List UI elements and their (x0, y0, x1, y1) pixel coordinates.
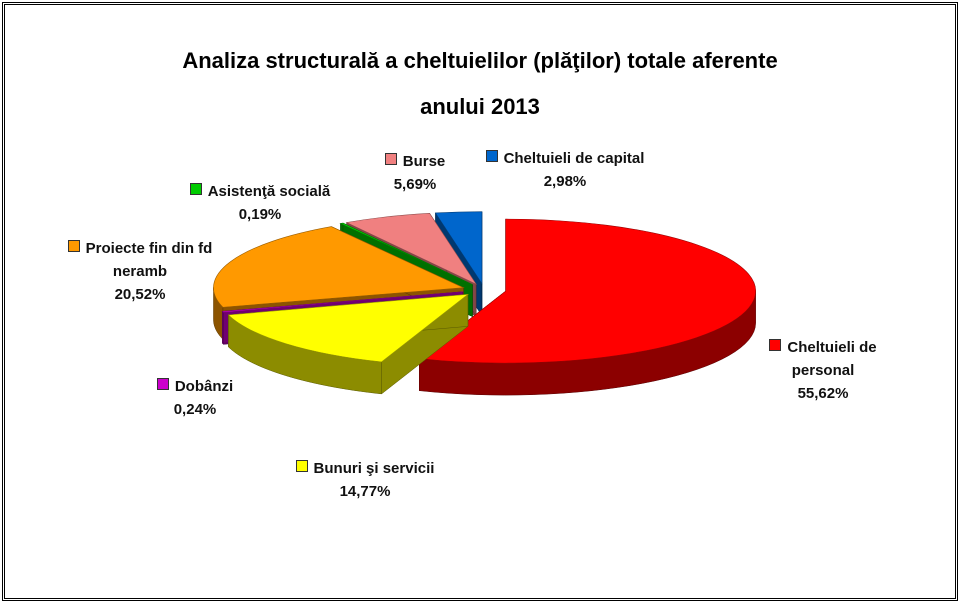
legend-marker (156, 378, 169, 390)
value-label: 55,62% (797, 385, 849, 402)
legend-marker (67, 240, 80, 252)
category-label: Proiecte fin din fd neramb (85, 240, 213, 280)
data-label: Bunuri şi servicii 14,77% (270, 457, 460, 503)
value-label: 0,19% (238, 206, 282, 223)
legend-marker (189, 183, 202, 195)
slice-top (213, 226, 465, 308)
slice-top (434, 211, 483, 285)
slice (418, 218, 756, 396)
value-label: 5,69% (393, 176, 437, 193)
legend-marker (295, 460, 308, 472)
value-label: 14,77% (339, 483, 391, 500)
value-label: 2,98% (543, 173, 587, 190)
category-label: Dobânzi (174, 378, 234, 395)
slice-top (418, 218, 756, 364)
legend-marker (485, 150, 498, 162)
category-label: Cheltuieli de personal (787, 339, 877, 379)
slice-top (339, 222, 473, 285)
category-label: Cheltuieli de capital (503, 150, 645, 167)
slice-top (345, 213, 477, 285)
chart-title: Analiza structurală a cheltuielilor (plă… (182, 48, 778, 119)
data-label: Cheltuieli de personal 55,62% (748, 336, 898, 405)
data-label: Dobânzi 0,24% (130, 375, 260, 421)
data-label: Cheltuieli de capital 2,98% (480, 147, 650, 193)
slice (227, 293, 469, 395)
data-label: Proiecte fin din fd neramb 20,52% (50, 237, 230, 306)
slice-side (222, 310, 224, 345)
category-label: Asistenţă socială (207, 183, 331, 200)
slice-top (227, 293, 469, 363)
legend-marker (384, 153, 397, 165)
category-label: Burse (402, 153, 446, 170)
category-label: Bunuri şi servicii (313, 460, 435, 477)
data-label: Burse 5,69% (360, 150, 470, 196)
slice-top (221, 291, 463, 313)
data-label: Asistenţă socială 0,19% (160, 180, 360, 226)
value-label: 20,52% (114, 286, 166, 303)
value-label: 0,24% (173, 401, 217, 418)
legend-marker (769, 339, 782, 351)
